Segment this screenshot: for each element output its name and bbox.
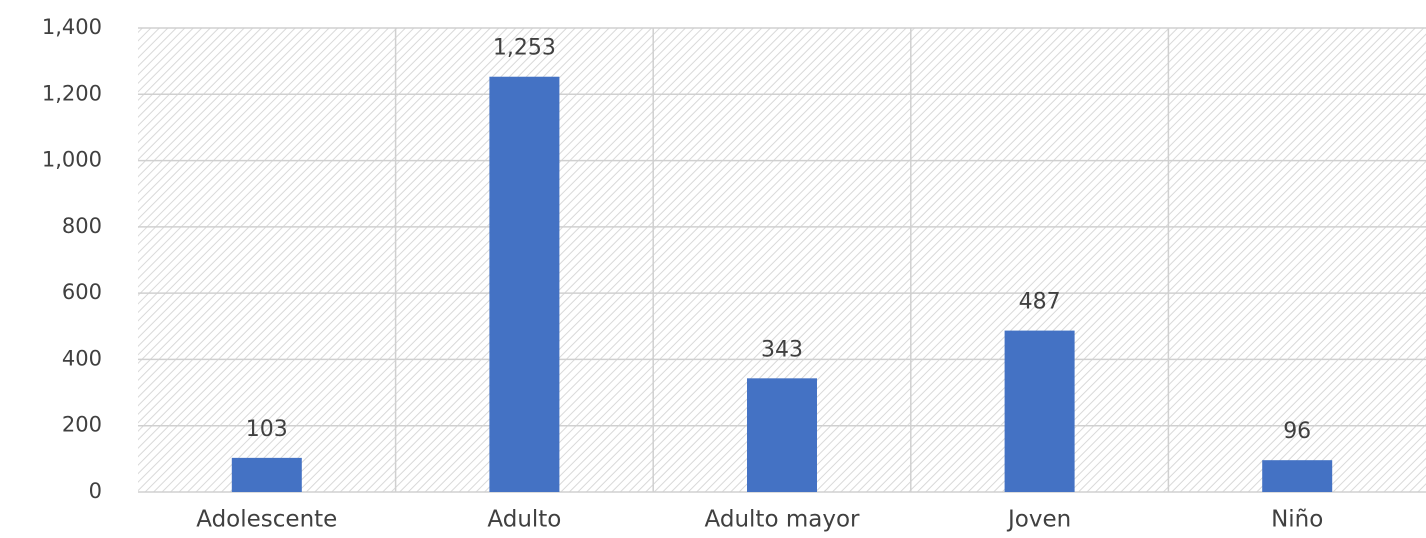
y-tick-label: 0: [89, 479, 102, 503]
data-label: 1,253: [493, 36, 556, 61]
x-tick-label: Niño: [1271, 507, 1323, 533]
data-label: 103: [246, 417, 288, 442]
bar: [1004, 330, 1075, 492]
data-label: 487: [1019, 290, 1061, 315]
bar: [747, 378, 817, 492]
y-tick-label: 1,200: [42, 81, 102, 105]
bar: [231, 457, 302, 492]
y-tick-label: 800: [62, 214, 102, 238]
y-tick-label: 600: [62, 280, 102, 304]
data-label: 343: [761, 337, 803, 362]
x-tick-label: Joven: [1006, 507, 1071, 533]
x-tick-label: Adolescente: [196, 507, 337, 533]
y-tick-label: 1,400: [42, 15, 102, 39]
y-tick-label: 1,000: [42, 148, 102, 172]
y-tick-label: 400: [62, 346, 102, 370]
bar: [489, 76, 560, 492]
data-label: 96: [1283, 419, 1311, 444]
x-tick-label: Adulto mayor: [705, 507, 860, 533]
bar: [1262, 460, 1333, 492]
x-tick-label: Adulto: [487, 507, 561, 533]
y-tick-label: 200: [62, 413, 102, 437]
